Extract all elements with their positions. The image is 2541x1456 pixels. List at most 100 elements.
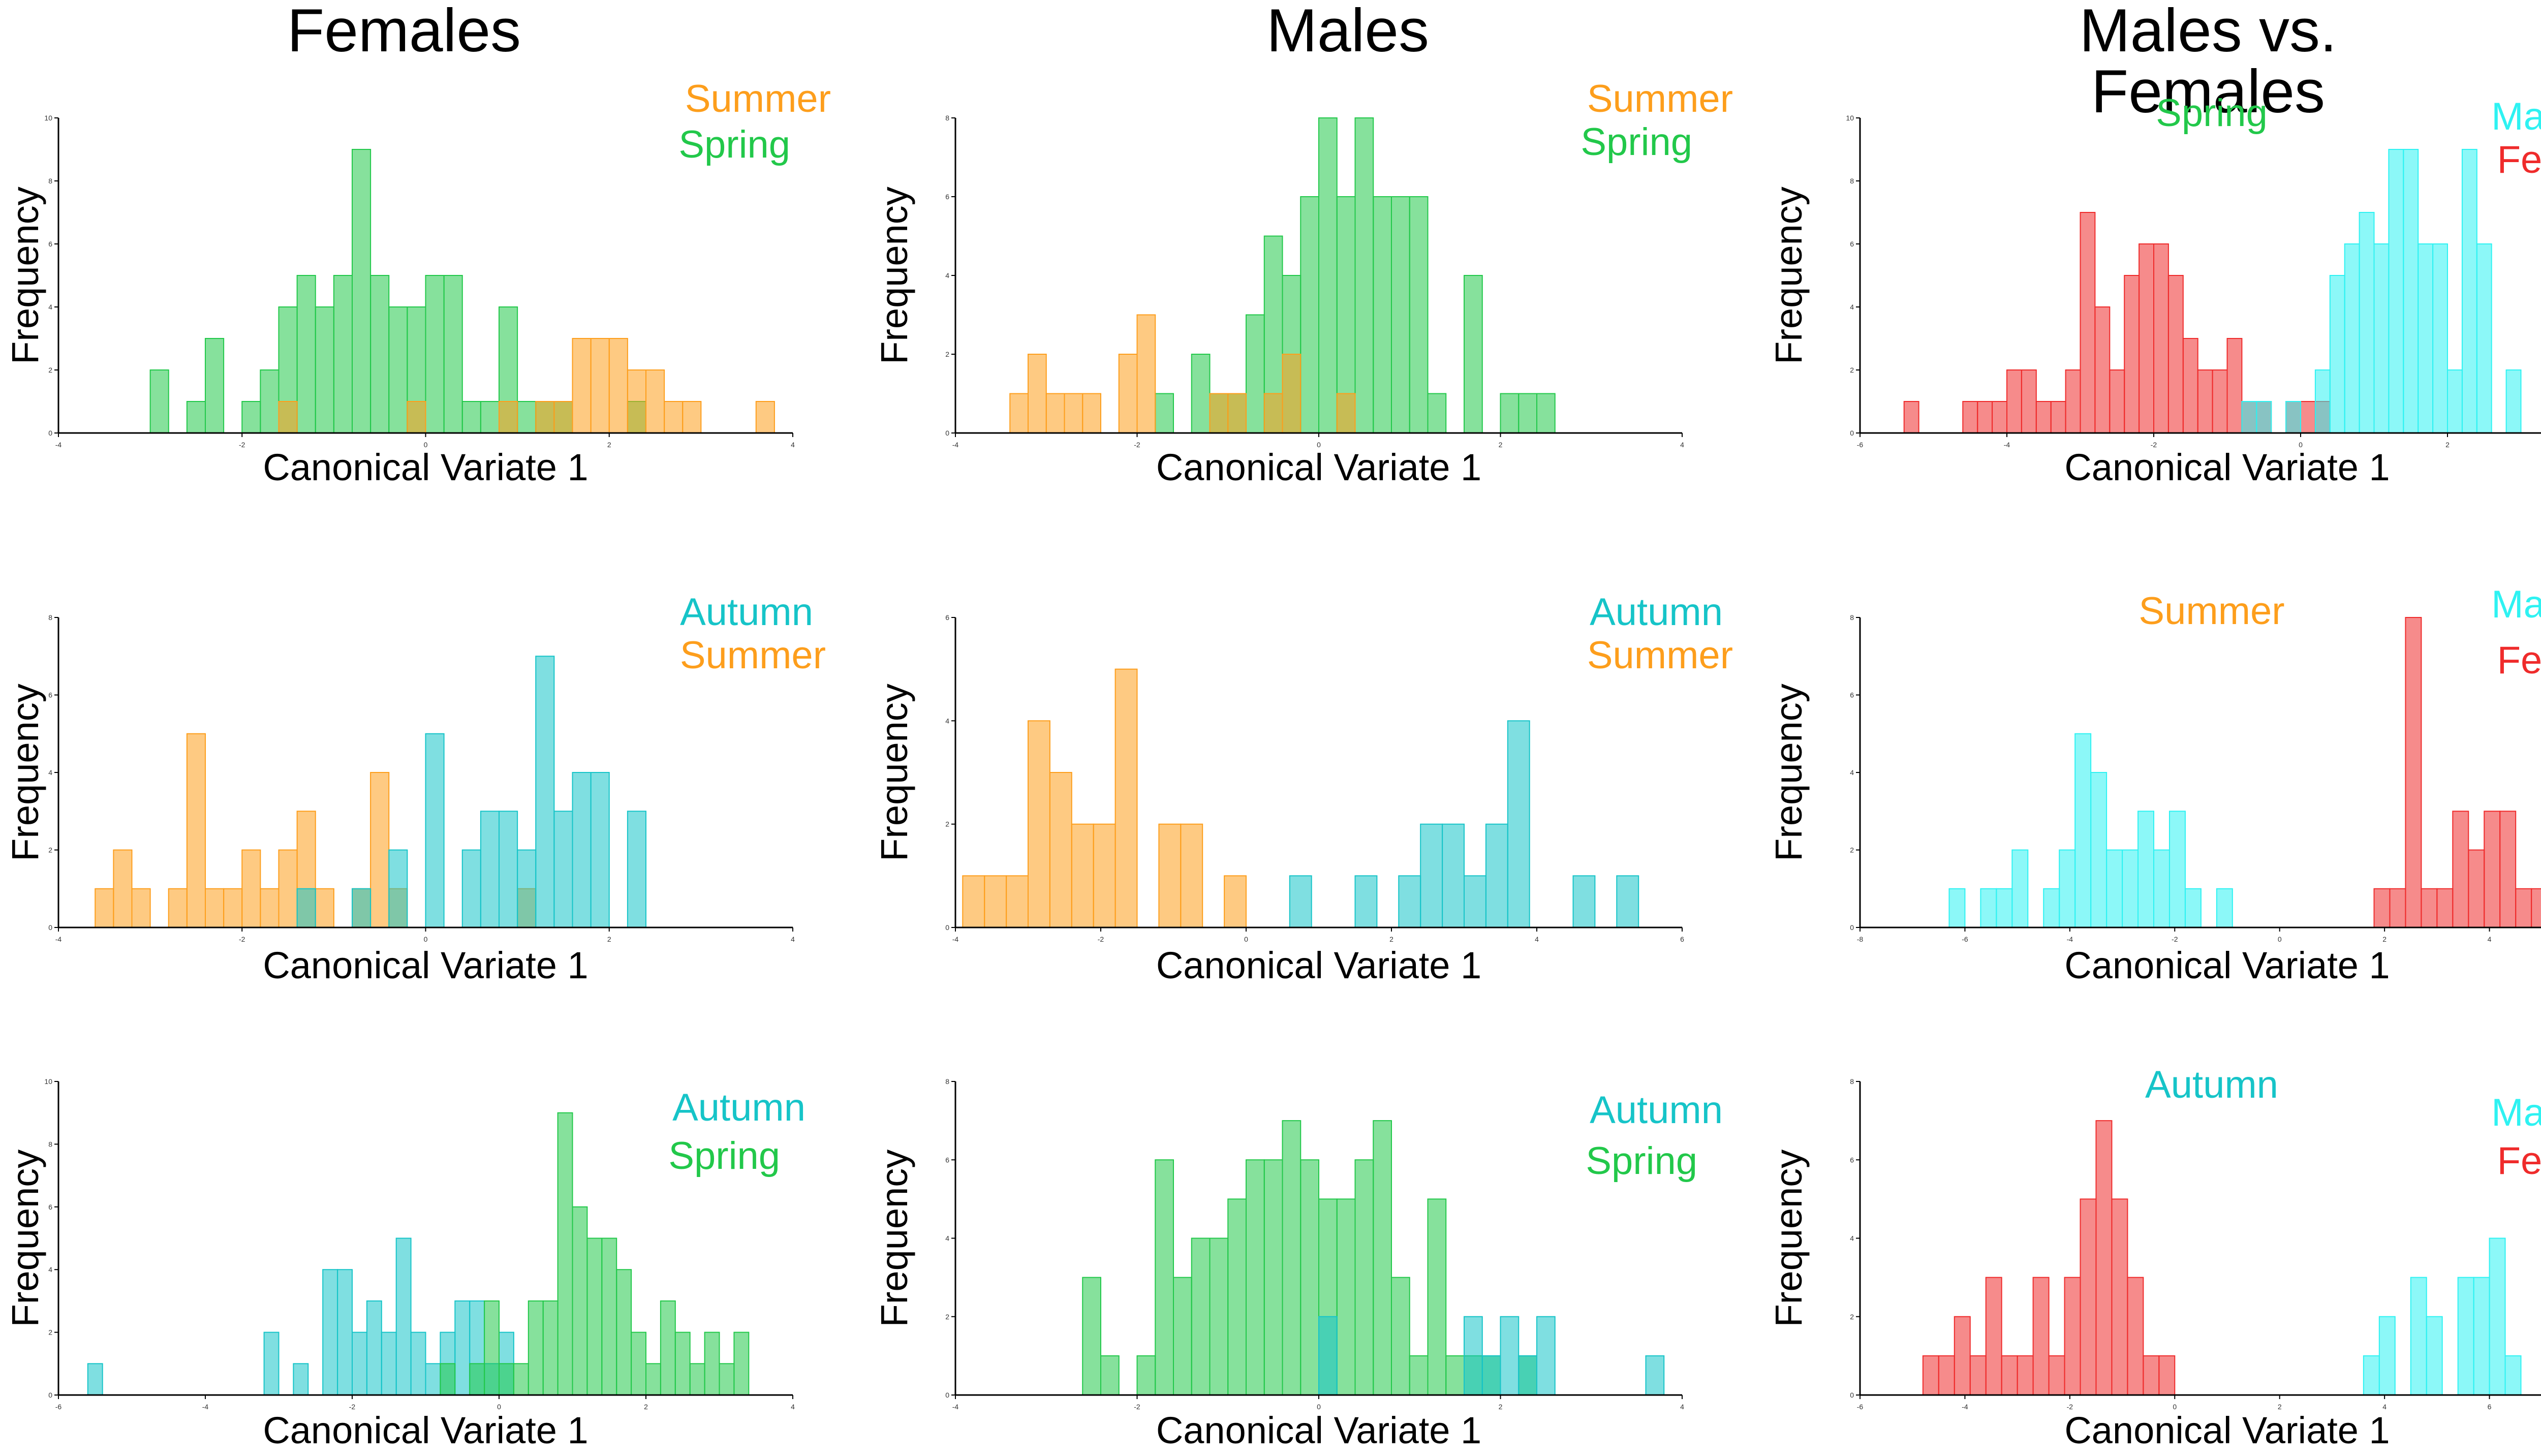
bar [1049,772,1072,928]
y-axis-label: Frequency [873,1150,915,1327]
y-tick-label: 4 [945,1234,949,1243]
y-tick-label: 0 [945,1391,949,1399]
x-tick-label: 2 [1389,935,1393,943]
bar [1282,1120,1302,1396]
x-tick-label: -6 [1857,441,1864,449]
bar [2021,369,2037,433]
bar [499,811,518,928]
bar [370,772,390,928]
bar [2405,617,2422,928]
bar [461,849,481,928]
bar [1354,1159,1374,1396]
bar [1300,1159,1319,1396]
bar [2241,401,2257,433]
x-tick-label: 0 [424,441,428,449]
bar [407,401,426,433]
histogram-male-autumn-spring: -4 -2 0 2 4 0 2 4 6 8 Canonical Variate 1 Frequency… [873,1077,1723,1451]
bar [682,401,702,433]
series-spring [440,1112,750,1396]
legend-item-spring: Spring [1586,1139,1697,1183]
x-tick-label: 4 [1535,935,1539,943]
y-tick-label: 4 [1850,768,1854,777]
bar [2050,401,2066,433]
x-tick-label: -2 [2151,441,2157,449]
bar [2197,369,2213,433]
bar [205,338,225,433]
bar [2017,1355,2034,1396]
x-tick-label: -2 [2172,935,2178,943]
bar [1536,393,1556,433]
y-tick-label: 0 [945,923,949,932]
bar [2344,243,2360,433]
bar [2432,243,2449,433]
bar [2359,212,2375,433]
bar [513,1363,529,1396]
bar [2167,275,2184,433]
bar [2226,338,2243,433]
bar [1373,1120,1392,1396]
y-tick-label: 8 [48,177,52,185]
bar [535,656,555,928]
bar [2064,1277,2081,1396]
bar [2373,243,2390,433]
y-tick-label: 2 [945,350,949,358]
bar [333,275,353,433]
bar [2531,888,2541,928]
y-tick-label: 6 [1850,1156,1854,1164]
x-tick-label: -8 [1857,935,1864,943]
bar [454,1300,471,1396]
bar [1246,1159,1265,1396]
bar [337,1269,353,1396]
bar [1391,1277,1410,1396]
bar [241,401,261,433]
x-tick-label: 2 [1499,1403,1503,1411]
bar [315,888,334,928]
bar [461,401,481,433]
bar [1391,196,1410,433]
y-tick-label: 4 [48,303,52,311]
x-tick-label: 0 [1244,935,1248,943]
y-tick-label: 6 [1850,240,1854,248]
bar [1318,1316,1338,1396]
x-tick-label: 0 [2299,441,2303,449]
bar [2300,401,2316,433]
bar [2447,369,2463,433]
bar [660,1300,676,1396]
histogram-female-autumn-spring: -6 -4 -2 0 2 4 0 2 4 6 8 10 Canonical Variate 1 Frequ… [4,1077,805,1451]
bar [616,1269,632,1396]
bar [1427,393,1447,433]
bar [1427,1198,1447,1396]
x-tick-label: -2 [349,1403,356,1411]
bar [631,1331,646,1396]
bar [366,1300,382,1396]
histogram-female-spring-summer: -4 -2 0 2 4 0 2 4 6 8 10 Canonical Variate 1 Frequen… [4,77,831,488]
series-females [1903,212,2331,433]
bar [2403,149,2419,433]
bar [1536,1316,1556,1396]
column-title-males: Males [1266,0,1430,65]
y-tick-label: 4 [945,271,949,280]
x-axis-label: Canonical Variate 1 [263,446,588,488]
series-autumn [1289,720,1639,928]
bar [645,1363,661,1396]
x-tick-label: -6 [1962,935,1968,943]
x-tick-label: 4 [1680,441,1684,449]
bar [590,772,610,928]
y-tick-label: 10 [44,1077,52,1086]
y-tick-label: 2 [1850,366,1854,374]
bar [1985,1277,2002,1396]
bar [2363,1355,2380,1396]
x-axis-label: Canonical Variate 1 [2064,944,2390,986]
bar [2122,849,2139,928]
x-tick-label: 2 [2445,441,2450,449]
bar [1373,196,1392,433]
bar [2499,811,2517,928]
bar [2143,1355,2160,1396]
bar [352,1331,367,1396]
bar [352,149,371,433]
bar [113,849,133,928]
x-tick-label: 2 [2382,935,2387,943]
x-tick-label: -2 [239,935,245,943]
y-tick-label: 0 [48,923,52,932]
